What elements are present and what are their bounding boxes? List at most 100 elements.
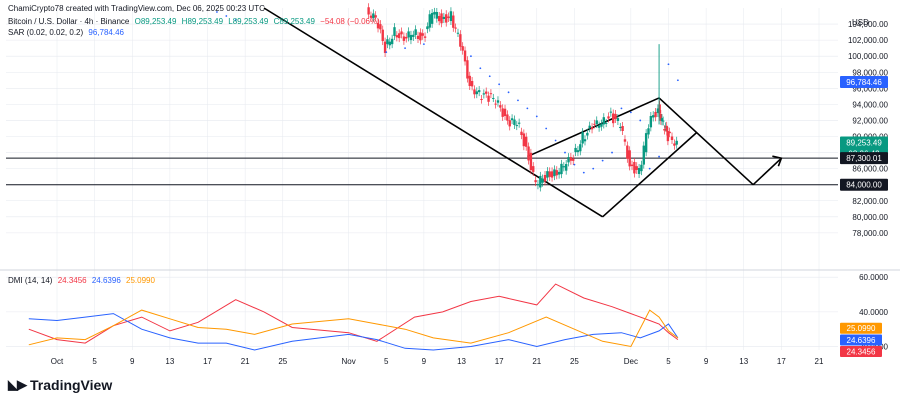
channel-lower-line[interactable]	[602, 131, 698, 218]
dmi-grid	[6, 276, 838, 347]
candle-body	[405, 36, 408, 39]
candle-body	[386, 39, 389, 45]
sar-legend[interactable]: SAR (0.02, 0.02, 0.2) 96,784.46	[8, 28, 127, 37]
candle-body	[466, 60, 469, 79]
candle-body	[452, 15, 455, 28]
dmi-orange-tag-label: 25.0990	[847, 324, 876, 333]
dmi-red-tag	[840, 346, 882, 358]
dmi-red-tag-label: 24.3456	[847, 348, 876, 357]
candle-body	[656, 108, 660, 113]
channel-right-line[interactable]	[658, 97, 754, 186]
candle-body	[456, 32, 460, 34]
candle-body	[602, 117, 606, 125]
candle-body	[675, 140, 678, 145]
price-grid	[6, 8, 838, 350]
candle-body	[581, 132, 584, 144]
candle-body	[463, 50, 467, 62]
tradingview-logo[interactable]: ◣▶ TradingView	[8, 377, 112, 393]
candle-body	[576, 150, 580, 153]
candle-body	[541, 178, 544, 183]
candle-body	[626, 145, 629, 159]
time-tick-label: 13	[739, 357, 748, 366]
candle-body	[522, 133, 526, 147]
candle-body	[647, 128, 650, 135]
candle-body	[461, 46, 464, 51]
time-tick-label: 13	[457, 357, 466, 366]
dmi-label: DMI (14, 14)	[8, 276, 53, 285]
candle-body	[604, 122, 608, 124]
candle-body	[609, 111, 613, 113]
time-tick-label: 5	[666, 357, 671, 366]
time-tick-label: 25	[278, 357, 287, 366]
sar-point	[667, 63, 670, 66]
sar-point	[582, 171, 585, 174]
candle-body	[588, 125, 591, 129]
dmi-tick-label: 40.0000	[859, 308, 888, 317]
sar-point	[629, 111, 632, 114]
candle-body	[564, 164, 568, 171]
candle-body	[660, 118, 664, 122]
time-tick-label: Dec	[624, 357, 638, 366]
candle-body	[480, 98, 483, 100]
currency-label[interactable]: USD	[852, 18, 869, 27]
candle-body	[524, 136, 528, 147]
candle-body	[673, 143, 676, 146]
open-value: O89,253.49	[134, 17, 177, 26]
candle-body	[635, 166, 638, 170]
time-tick-label: 21	[815, 357, 824, 366]
candle-body	[572, 158, 575, 161]
candle-body	[567, 157, 570, 163]
dmi-series-line	[28, 313, 679, 351]
candle-body	[586, 132, 589, 136]
low-value: L89,253.49	[228, 17, 269, 26]
sar-point	[564, 151, 566, 154]
sar-point	[658, 155, 660, 158]
candle-body	[510, 118, 514, 121]
downtrend-line[interactable]	[263, 7, 604, 218]
price-tick-label: 104,000.00	[848, 20, 889, 29]
sar-point	[470, 55, 472, 58]
candle-body	[379, 24, 382, 30]
candle-body	[421, 33, 424, 36]
candle-body	[614, 113, 617, 120]
candle-body	[666, 131, 670, 142]
trend-drawings[interactable]	[6, 7, 838, 218]
projection-arrow-head	[772, 155, 783, 167]
dmi-legend[interactable]: DMI (14, 14) 24.3456 24.6396 25.0990	[8, 276, 158, 285]
time-tick-label: 21	[532, 357, 541, 366]
high-value: H89,253.49	[181, 17, 224, 26]
time-axis[interactable]: Oct 5 9 13 17 21 25 Nov 5 9 13 17 21 25 Dec 5 9 13 17 21	[51, 357, 824, 366]
price-tick-label: 82,000.00	[852, 197, 888, 206]
candle-body	[560, 163, 563, 175]
projection-up-line[interactable]	[752, 157, 782, 186]
candle-body	[623, 139, 627, 142]
candle-body	[633, 161, 636, 174]
dmi-series-line	[28, 309, 679, 348]
candle-body	[640, 164, 643, 172]
candle-body	[426, 26, 429, 30]
candle-body	[550, 171, 554, 178]
candle-body	[485, 91, 488, 94]
dmi-value-red: 24.3456	[57, 276, 87, 285]
symbol-name[interactable]: Bitcoin / U.S. Dollar · 4h · Binance	[8, 17, 130, 26]
candle-body	[590, 127, 594, 130]
candle-body	[520, 131, 523, 136]
dmi-value-orange: 25.0990	[126, 276, 155, 285]
symbol-line: Bitcoin / U.S. Dollar · 4h · Binance O89…	[8, 17, 383, 26]
sar-point	[385, 51, 388, 54]
candle-body	[409, 34, 413, 41]
candle-body	[437, 16, 441, 22]
candle-body	[449, 11, 453, 22]
price-tick-label: 80,000.00	[852, 213, 888, 222]
dmi-series-line	[28, 283, 679, 344]
candle-body	[621, 126, 624, 132]
last-price-tag	[840, 136, 888, 149]
sar-point	[620, 107, 623, 110]
candle-body	[658, 104, 661, 114]
candle-body	[548, 171, 551, 177]
candle-body	[534, 180, 537, 183]
price-tick-label: 86,000.00	[852, 165, 888, 174]
candle-body	[397, 33, 401, 39]
